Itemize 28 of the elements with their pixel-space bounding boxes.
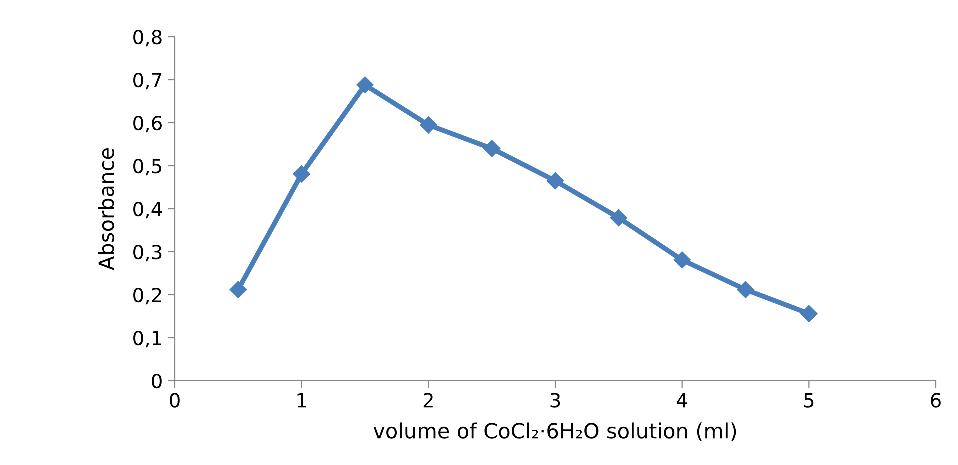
y-tick-label: 0,3: [134, 244, 162, 262]
x-tick-label: 6: [931, 393, 941, 408]
y-tick-label: 0,8: [134, 30, 162, 47]
x-tick-label: 1: [298, 393, 306, 408]
point: [674, 252, 691, 269]
x-axis-title: volume of CoCl₂·6H₂O solution (ml): [374, 422, 736, 442]
x-tick-label: 3: [550, 393, 560, 408]
x-tick-label: 4: [677, 393, 688, 408]
point: [356, 76, 374, 94]
y-tick-label: 0,2: [134, 288, 162, 305]
point: [546, 172, 564, 190]
x-tick-label: 0: [170, 393, 180, 408]
x-tick-label: 5: [804, 393, 814, 408]
point: [610, 209, 628, 227]
point: [420, 116, 438, 134]
y-tick-label: 0: [152, 374, 162, 389]
point: [484, 140, 501, 158]
y-tick-label: 0,5: [134, 158, 162, 176]
point: [737, 281, 754, 298]
point: [293, 166, 310, 183]
y-tick-label: 0,6: [134, 116, 162, 133]
y-tick-label: 0,4: [134, 202, 162, 219]
x-tick-label: 2: [424, 393, 433, 408]
point: [230, 281, 247, 298]
y-tick-label: 0,1: [134, 330, 162, 348]
point: [800, 305, 818, 322]
y-axis-title: Absorbance: [98, 148, 114, 270]
y-tick-label: 0,7: [134, 72, 162, 90]
